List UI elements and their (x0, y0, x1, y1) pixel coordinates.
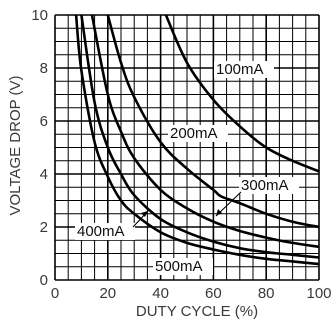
y-tick-labels: 0 2 4 6 8 10 (31, 7, 48, 289)
y-axis-label: VOLTAGE DROP (V) (7, 75, 24, 215)
x-tick-label: 40 (152, 285, 169, 302)
series-200ma-line (106, 14, 320, 229)
arrowhead-300ma (216, 209, 222, 216)
series-labels: 100mA 200mA 300mA 400mA 500mA (75, 61, 299, 275)
series-label-background (239, 177, 299, 194)
y-tick-label: 0 (40, 272, 48, 289)
series-label-background (153, 258, 213, 275)
series-300ma-line (90, 14, 320, 249)
y-tick-label: 8 (40, 60, 48, 77)
x-tick-label: 20 (99, 285, 116, 302)
x-axis-label: DUTY CYCLE (%) (136, 303, 258, 320)
curves (74, 14, 320, 266)
series-label-300ma: 300mA (241, 177, 289, 194)
x-tick-label: 0 (51, 285, 59, 302)
series-label-100ma: 100mA (216, 61, 264, 78)
series-label-400ma: 400mA (77, 223, 125, 240)
x-tick-labels: 0 20 40 60 80 100 (51, 285, 332, 302)
x-tick-label: 80 (258, 285, 275, 302)
x-tick-label: 100 (306, 285, 331, 302)
x-tick-label: 60 (205, 285, 222, 302)
series-400ma-line (80, 14, 320, 259)
series-label-background (75, 223, 135, 240)
series-label-background (168, 125, 228, 142)
y-tick-label: 6 (40, 113, 48, 130)
arrowhead-400ma (141, 211, 148, 217)
y-tick-label: 2 (40, 219, 48, 236)
series-label-background (214, 61, 274, 78)
y-tick-label: 10 (31, 7, 48, 24)
series-500ma-line (74, 14, 320, 266)
series-label-200ma: 200mA (170, 125, 218, 142)
series-100ma-line (164, 14, 320, 173)
series-label-500ma: 500mA (155, 258, 203, 275)
y-tick-label: 4 (40, 166, 48, 183)
